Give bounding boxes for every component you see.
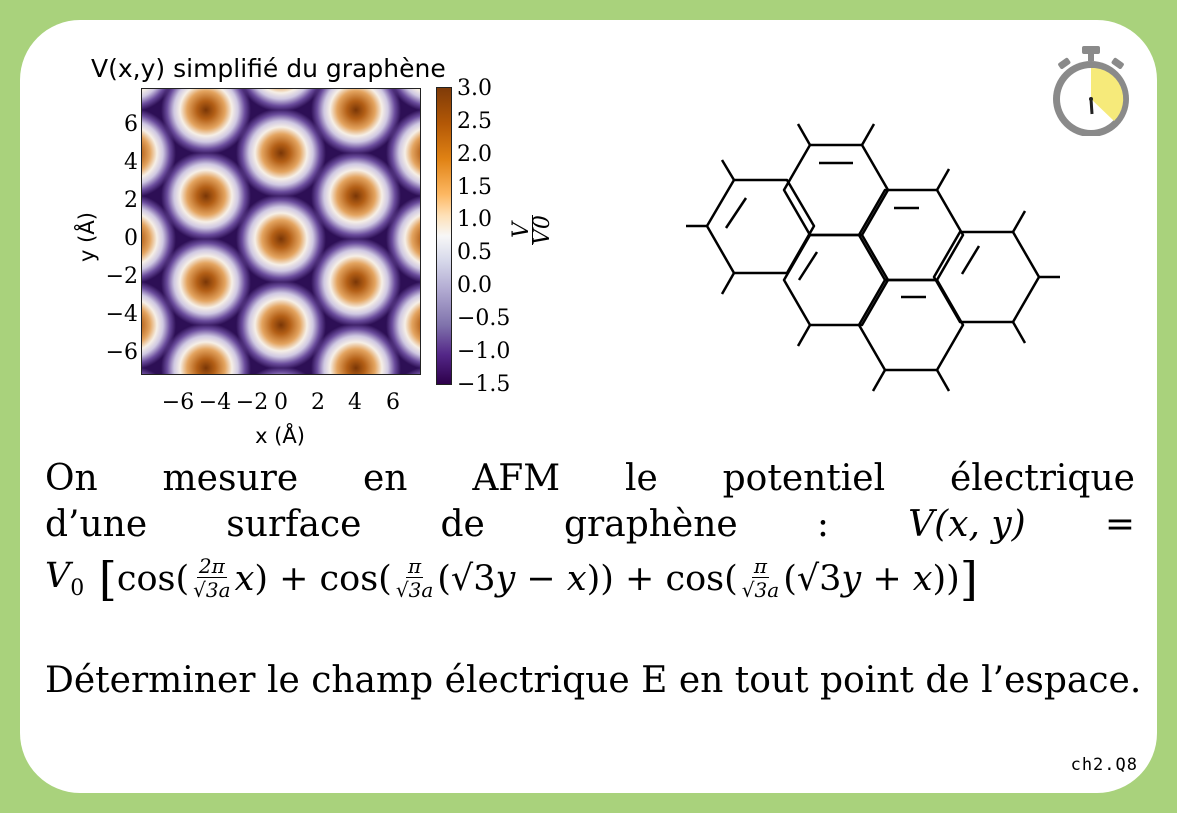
statement-word: d’une (45, 504, 148, 545)
potential-heatmap (141, 88, 421, 375)
colorbar-tick-label: 3.0 (457, 76, 492, 101)
colorbar-label-denominator: V0 (530, 215, 555, 245)
statement-word: : (816, 504, 829, 545)
colorbar-tick-label: 1.5 (457, 175, 492, 200)
x-tick-label: 0 (274, 390, 288, 415)
y-tick-label: 6 (124, 112, 138, 137)
colorbar-tick-label: 2.0 (457, 142, 492, 167)
y-tick-label: −2 (105, 264, 138, 289)
colorbar-tick-label: 2.5 (457, 109, 492, 134)
plot-title: V(x,y) simplifié du graphène (91, 54, 446, 83)
y-tick-label: −6 (105, 340, 138, 365)
question-text: Déterminer le champ électrique E en tout… (45, 660, 1142, 701)
y-tick-label: 2 (124, 188, 138, 213)
potential-formula: V0 [ cos( 2π √3a x) + cos( π √3a (√3y − x)… (45, 551, 978, 606)
question-reference: ch2.Q8 (1070, 755, 1138, 775)
x-tick-label: −6 (161, 390, 195, 415)
colorbar-tick-label: −0.5 (457, 306, 511, 331)
x-tick-label: 2 (311, 390, 325, 415)
x-tick-label: 4 (348, 390, 362, 415)
y-tick-label: −4 (105, 302, 138, 327)
y-tick-label: 4 (124, 150, 138, 175)
statement-word: AFM (472, 458, 561, 499)
colorbar-tick-label: 0.5 (457, 240, 492, 265)
stopwatch-icon (1053, 46, 1129, 136)
x-tick-label: −4 (198, 390, 232, 415)
colorbar-tick-label: −1.5 (457, 372, 511, 397)
statement-word: de (440, 504, 485, 545)
x-tick-label: −2 (235, 390, 269, 415)
colorbar-tick-label: 1.0 (457, 207, 492, 232)
colorbar (436, 87, 452, 385)
statement-word: On (45, 458, 98, 499)
statement-word: surface (226, 504, 362, 545)
statement-word: = (1104, 504, 1135, 545)
statement-word: V(x, y) (908, 504, 1026, 545)
statement-word: électrique (949, 458, 1135, 499)
graphene-molecule-diagram (686, 123, 1060, 392)
colorbar-tick-label: −1.0 (457, 339, 511, 364)
statement-word: potentiel (722, 458, 886, 499)
colorbar-label: V V0 (509, 190, 555, 270)
y-tick-label: 0 (124, 226, 138, 251)
problem-statement: On mesure en AFM le potentiel électrique… (45, 456, 1135, 548)
statement-word: en (362, 458, 408, 499)
statement-word: le (624, 458, 658, 499)
colorbar-tick-label: 0.0 (457, 273, 492, 298)
y-axis-label: y (Å) (75, 212, 99, 262)
question-card: V(x,y) simplifié du graphène 6 4 2 0 −2 … (20, 20, 1157, 793)
statement-word: graphène (563, 504, 738, 545)
x-axis-label: x (Å) (255, 424, 305, 448)
x-tick-label: 6 (386, 390, 400, 415)
statement-word: mesure (162, 458, 299, 499)
